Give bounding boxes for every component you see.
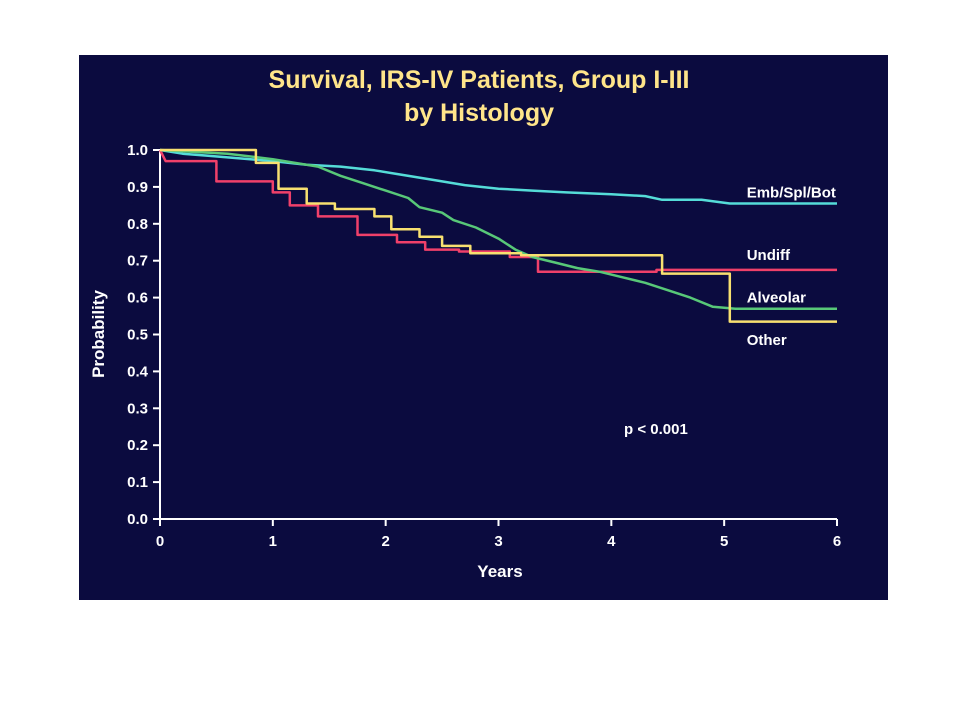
chart-title-line-2: by Histology	[404, 99, 554, 127]
y-tick-label: 0.7	[127, 253, 148, 270]
chart-slide: Survival, IRS-IV Patients, Group I-III b…	[79, 55, 888, 600]
series-lines	[158, 148, 837, 323]
y-tick-label: 0.4	[127, 363, 149, 380]
chart-title-line-1: Survival, IRS-IV Patients, Group I-III	[269, 66, 690, 94]
series-line-undiff	[158, 149, 837, 274]
x-ticks: 0 1 2 3 4 5 6	[156, 519, 841, 550]
y-tick-label: 0.0	[127, 511, 148, 528]
series-label-other: Other	[747, 332, 787, 349]
x-tick-label: 4	[607, 533, 616, 550]
x-tick-label: 3	[494, 533, 502, 550]
p-value-annotation: p < 0.001	[624, 421, 688, 438]
series-labels: Emb/Spl/Bot Undiff Alveolar Other	[747, 184, 836, 349]
y-tick-label: 0.2	[127, 437, 148, 454]
y-tick-label: 0.3	[127, 400, 148, 417]
x-tick-label: 5	[720, 533, 728, 550]
x-tick-label: 1	[269, 533, 277, 550]
y-tick-label: 1.0	[127, 142, 148, 159]
y-tick-label: 0.8	[127, 216, 148, 233]
y-tick-label: 0.6	[127, 290, 148, 307]
y-tick-label: 0.9	[127, 179, 148, 196]
x-tick-label: 6	[833, 533, 841, 550]
series-label-emb-spl-bot: Emb/Spl/Bot	[747, 184, 836, 201]
y-tick-label: 0.1	[127, 474, 148, 491]
series-label-alveolar: Alveolar	[747, 290, 806, 307]
y-ticks: 0.0 0.1 0.2 0.3 0.4 0.5 0.6 0.7 0.8 0.9 1.0	[127, 142, 160, 528]
series-label-undiff: Undiff	[747, 247, 791, 264]
series-line-other	[160, 148, 837, 323]
series-line-emb-spl-bot	[159, 148, 837, 205]
y-tick-label: 0.5	[127, 327, 148, 344]
survival-chart: Survival, IRS-IV Patients, Group I-III b…	[89, 66, 841, 581]
x-tick-label: 0	[156, 533, 164, 550]
x-tick-label: 2	[381, 533, 389, 550]
series-line-alveolar	[159, 148, 837, 310]
x-axis-label: Years	[477, 562, 522, 581]
y-axis-label: Probability	[89, 290, 108, 378]
